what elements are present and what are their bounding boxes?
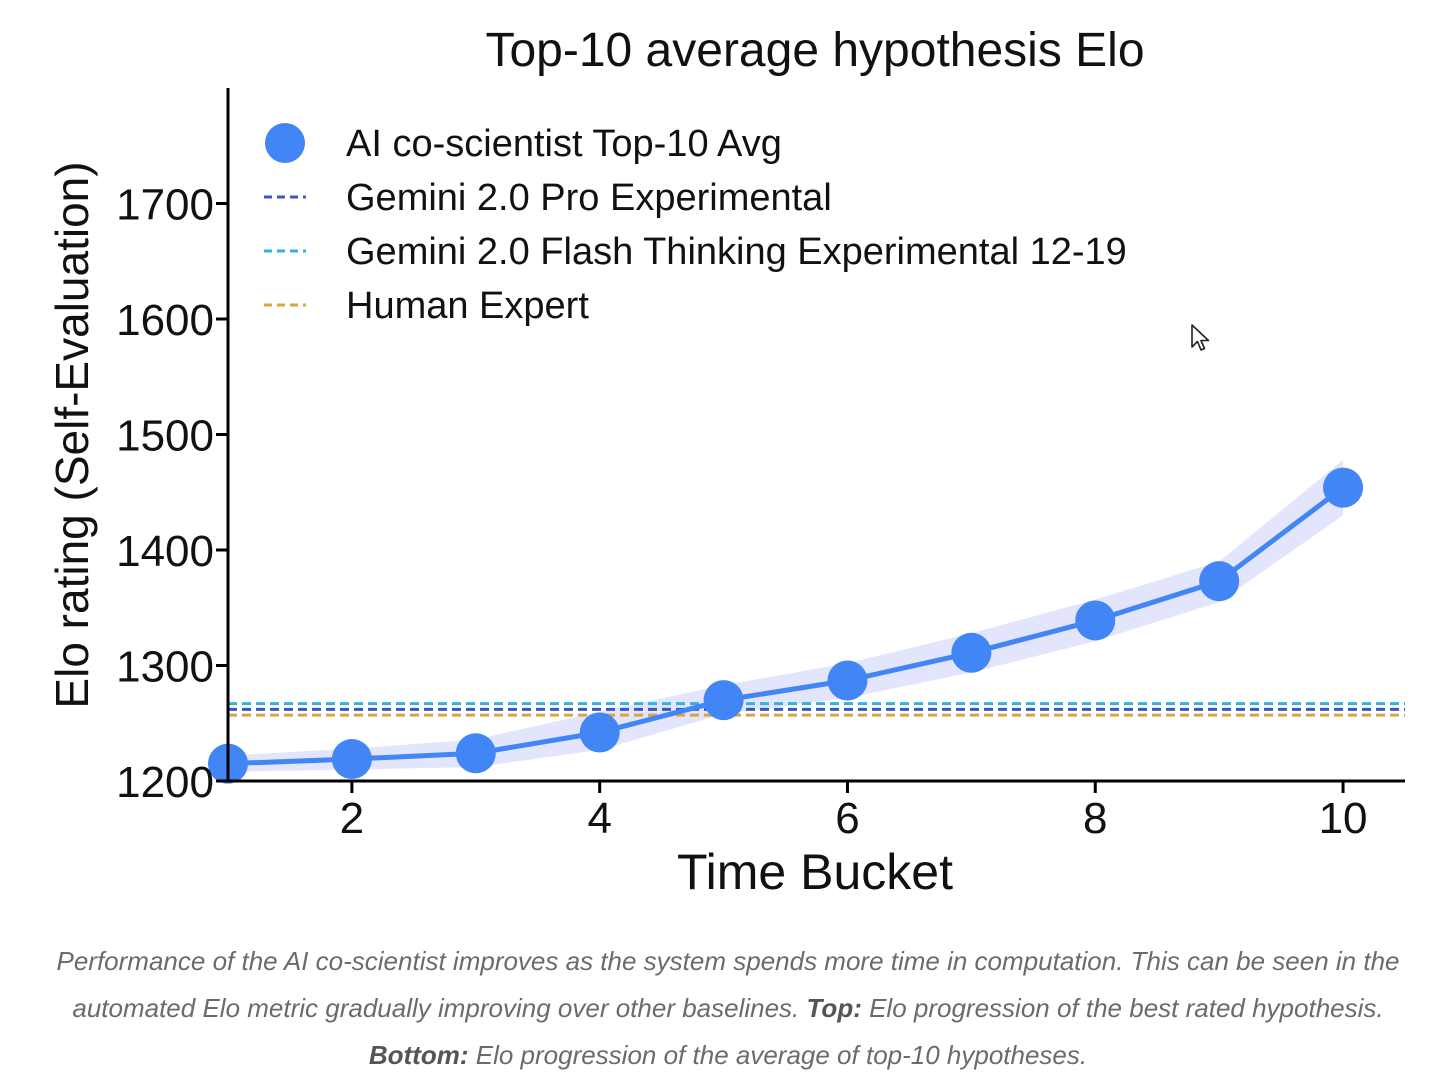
y-tick-label: 1200 (116, 758, 214, 807)
y-tick-label: 1500 (116, 412, 214, 461)
y-tick-label: 1400 (116, 527, 214, 576)
legend: AI co-scientist Top-10 Avg Gemini 2.0 Pro… (264, 123, 1127, 327)
legend-label-2: Human Expert (346, 285, 589, 327)
chart: Top-10 average hypothesis Elo Elo rating… (46, 24, 1405, 900)
chart-title: Top-10 average hypothesis Elo (485, 24, 1144, 77)
confidence-band (228, 459, 1344, 772)
legend-label-1: Gemini 2.0 Flash Thinking Experimental 1… (346, 231, 1127, 273)
mouse-pointer-icon (1190, 323, 1212, 358)
x-tick-label: 4 (587, 794, 611, 843)
series-line (227, 485, 1345, 767)
x-axis-label: Time Bucket (677, 844, 953, 900)
data-point-7 (951, 632, 992, 673)
caption-text-2: Elo progression of the best rated hypoth… (861, 993, 1384, 1023)
caption-text-3: Elo progression of the average of top-10… (468, 1040, 1088, 1070)
data-point-4 (579, 712, 620, 753)
x-tick-label: 6 (835, 794, 859, 843)
data-point-5 (703, 680, 744, 721)
data-point-8 (1075, 600, 1116, 641)
legend-marker-series (265, 123, 305, 163)
x-tick-label: 2 (340, 794, 364, 843)
data-point-2 (331, 739, 372, 780)
x-tick-label: 10 (1319, 794, 1368, 843)
data-point-9 (1199, 561, 1240, 602)
caption-bottom-label: Bottom: (368, 1040, 469, 1070)
y-axis-label: Elo rating (Self-Evaluation) (46, 161, 98, 708)
caption-top-label: Top: (806, 993, 862, 1023)
data-point-3 (455, 733, 496, 774)
data-point-10 (1323, 467, 1364, 508)
data-point-6 (827, 660, 868, 701)
legend-label-series: AI co-scientist Top-10 Avg (346, 123, 782, 165)
legend-label-0: Gemini 2.0 Pro Experimental (346, 177, 832, 219)
caption-text-1: Performance of the AI co-scientist impro… (56, 946, 1400, 1023)
y-tick-label: 1300 (116, 643, 214, 692)
y-tick-label: 1600 (116, 296, 214, 345)
y-tick-label: 1700 (116, 181, 214, 230)
figure-caption: Performance of the AI co-scientist impro… (20, 938, 1436, 1079)
x-tick-label: 8 (1083, 794, 1107, 843)
